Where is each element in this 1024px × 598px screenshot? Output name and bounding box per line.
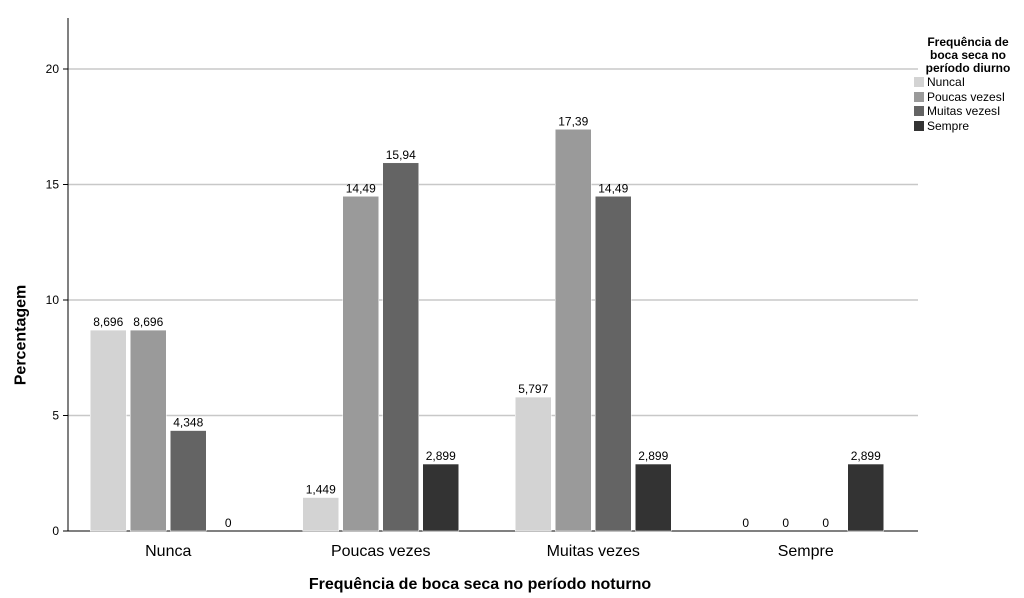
data-label: 0 (742, 516, 749, 530)
data-label: 2,899 (638, 449, 668, 463)
legend-item-muitas-vezes: Muitas vezesI (914, 104, 1022, 119)
x-tick-label: Muitas vezes (547, 543, 640, 560)
data-label: 8,696 (133, 315, 163, 329)
y-tick-label: 5 (52, 409, 59, 423)
legend-label: Muitas vezesI (927, 104, 1001, 118)
data-label: 14,49 (346, 181, 376, 195)
data-label: 2,899 (426, 449, 456, 463)
data-label: 2,899 (851, 449, 881, 463)
legend-item-nunca: NuncaI (914, 75, 1022, 90)
legend-swatch (914, 77, 924, 88)
legend-title-line: Frequência de (927, 35, 1009, 49)
x-axis-title: Frequência de boca seca no período notur… (308, 576, 652, 593)
bar (635, 463, 672, 532)
y-tick-label: 0 (52, 524, 59, 538)
y-tick-label: 15 (46, 178, 60, 192)
y-axis-title-text: Percentagem (12, 284, 29, 386)
data-label: 8,696 (93, 315, 123, 329)
legend-swatch (914, 91, 924, 102)
data-labels: 8,696 8,696 4,348 0 1,449 14,49 15,94 2,899 5,79… (93, 114, 881, 530)
legend-item-poucas-vezes: Poucas vezesI (914, 90, 1022, 105)
legend-label: Sempre (927, 118, 970, 133)
y-tick-label: 20 (46, 62, 60, 76)
data-label: 0 (782, 516, 789, 530)
legend-label: NuncaI (927, 75, 966, 89)
legend-label: Poucas vezesI (927, 89, 1006, 104)
data-label: 1,449 (306, 483, 336, 497)
bars (90, 129, 884, 532)
bar (595, 196, 632, 532)
data-label: 0 (225, 516, 232, 530)
bar (422, 463, 459, 532)
gridlines (68, 68, 918, 417)
bar (847, 463, 884, 532)
data-label: 0 (822, 516, 829, 530)
y-tick-label: 10 (46, 293, 60, 307)
bar (302, 497, 339, 532)
legend-title: Frequência de boca seca no período diurn… (914, 36, 1022, 75)
data-label: 15,94 (386, 148, 416, 162)
bar (342, 196, 379, 532)
bar (382, 162, 419, 532)
x-tick-label: Nunca (145, 543, 191, 560)
y-axis-title: Percentagem (4, 205, 38, 465)
bar (555, 129, 592, 532)
x-tick-label: Sempre (778, 543, 834, 560)
bar (515, 396, 552, 532)
bar (90, 329, 127, 532)
axes: 0 5 10 15 20 Nunca Poucas vezes Muitas vezes Sem… (46, 18, 918, 560)
legend-swatch (914, 120, 924, 131)
legend-title-line: boca seca no (929, 48, 1007, 62)
legend-item-sempre: Sempre (914, 119, 1022, 134)
data-label: 5,797 (518, 382, 548, 396)
legend-swatch (914, 106, 924, 117)
legend-title-line: período diurno (925, 61, 1011, 75)
bar (130, 329, 167, 532)
data-label: 4,348 (173, 416, 203, 430)
data-label: 17,39 (558, 114, 588, 128)
bar (170, 430, 207, 532)
data-label: 14,49 (598, 181, 628, 195)
x-tick-label: Poucas vezes (331, 543, 431, 560)
legend: Frequência de boca seca no período diurn… (914, 36, 1022, 133)
